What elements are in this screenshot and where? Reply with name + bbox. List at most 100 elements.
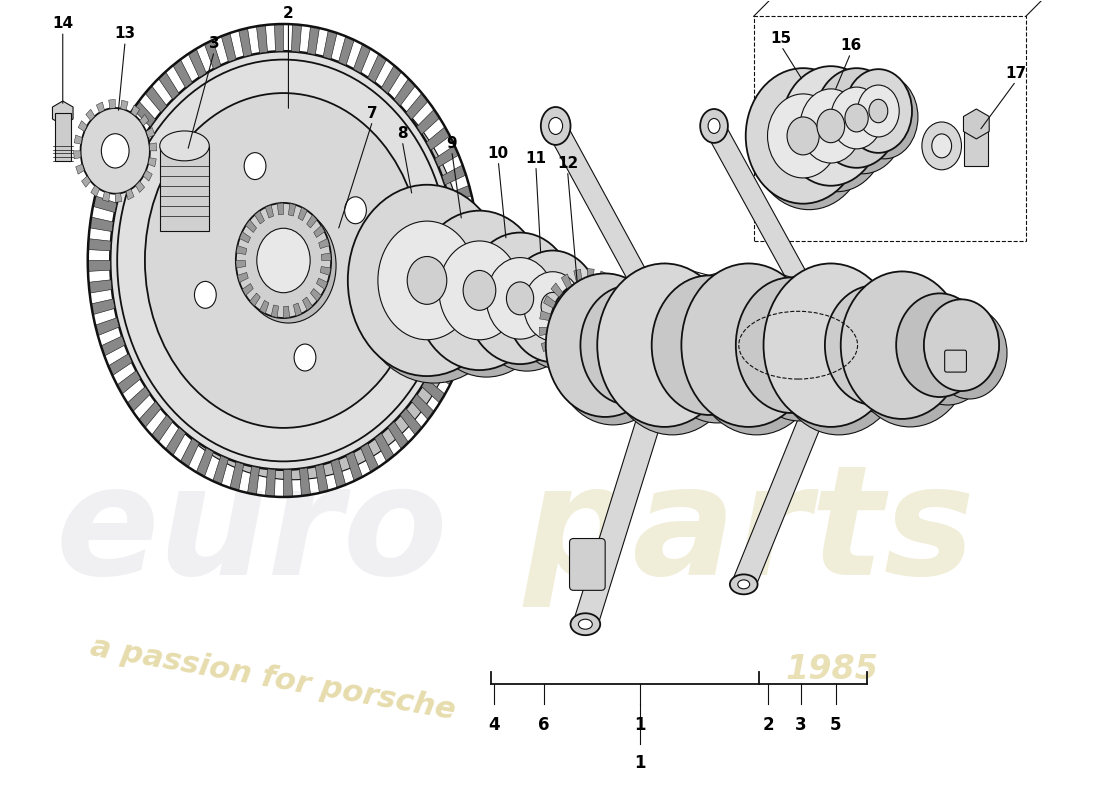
Text: 17: 17 (1005, 66, 1026, 81)
Ellipse shape (736, 278, 847, 413)
Polygon shape (140, 114, 148, 126)
Polygon shape (593, 371, 601, 386)
Polygon shape (104, 155, 129, 176)
Text: 5: 5 (830, 716, 842, 734)
Polygon shape (323, 30, 337, 59)
Ellipse shape (588, 294, 688, 413)
Polygon shape (260, 300, 268, 314)
Ellipse shape (605, 271, 740, 435)
Ellipse shape (145, 93, 422, 428)
Polygon shape (92, 196, 117, 213)
Ellipse shape (708, 118, 720, 134)
Ellipse shape (869, 99, 888, 122)
Ellipse shape (557, 288, 631, 380)
Polygon shape (616, 289, 628, 302)
Ellipse shape (800, 89, 861, 163)
Bar (965, 126, 988, 166)
Ellipse shape (579, 619, 592, 630)
Polygon shape (561, 274, 572, 289)
Polygon shape (152, 415, 173, 442)
Ellipse shape (439, 241, 520, 340)
Polygon shape (619, 346, 631, 359)
Polygon shape (101, 336, 125, 356)
Text: 11: 11 (526, 151, 547, 166)
Ellipse shape (473, 239, 582, 371)
Ellipse shape (120, 61, 466, 480)
Polygon shape (556, 362, 566, 377)
Polygon shape (139, 402, 161, 428)
Text: 1: 1 (634, 754, 646, 772)
Ellipse shape (815, 68, 898, 168)
Polygon shape (250, 293, 261, 306)
Polygon shape (539, 327, 550, 336)
Polygon shape (702, 126, 843, 338)
Ellipse shape (660, 283, 774, 423)
Polygon shape (574, 269, 582, 283)
Polygon shape (572, 370, 678, 624)
Text: 13: 13 (114, 26, 135, 42)
Polygon shape (317, 278, 328, 290)
Text: 6: 6 (538, 716, 550, 734)
Ellipse shape (788, 72, 887, 192)
Polygon shape (339, 36, 354, 66)
Polygon shape (265, 205, 274, 218)
Polygon shape (607, 278, 619, 293)
Polygon shape (375, 433, 394, 462)
Ellipse shape (896, 294, 983, 397)
Polygon shape (135, 181, 144, 193)
Polygon shape (254, 210, 264, 224)
Polygon shape (272, 305, 278, 318)
Polygon shape (238, 273, 249, 282)
Ellipse shape (506, 250, 600, 362)
Ellipse shape (550, 282, 625, 373)
Text: 4: 4 (488, 716, 501, 734)
Polygon shape (88, 261, 110, 271)
Polygon shape (612, 358, 624, 371)
Polygon shape (417, 110, 440, 134)
Polygon shape (165, 427, 186, 455)
Polygon shape (89, 217, 113, 231)
Polygon shape (108, 354, 132, 375)
Ellipse shape (858, 85, 899, 137)
Ellipse shape (571, 614, 601, 635)
Polygon shape (316, 464, 328, 493)
Ellipse shape (932, 307, 1006, 399)
Polygon shape (205, 40, 221, 69)
Ellipse shape (241, 208, 337, 323)
Ellipse shape (541, 107, 571, 145)
Polygon shape (442, 165, 466, 185)
Polygon shape (411, 394, 434, 420)
Polygon shape (277, 203, 284, 215)
Polygon shape (331, 459, 345, 488)
Ellipse shape (354, 192, 513, 383)
Polygon shape (173, 59, 192, 88)
Ellipse shape (781, 66, 880, 186)
Polygon shape (406, 94, 428, 119)
Ellipse shape (681, 263, 816, 427)
Polygon shape (307, 26, 319, 54)
Bar (55, 113, 70, 161)
Polygon shape (76, 164, 85, 174)
Polygon shape (89, 280, 112, 293)
Polygon shape (256, 25, 267, 54)
Ellipse shape (821, 74, 904, 174)
Ellipse shape (924, 299, 999, 391)
Polygon shape (128, 386, 151, 411)
Polygon shape (543, 295, 556, 308)
Polygon shape (102, 192, 110, 202)
Polygon shape (446, 327, 469, 346)
Polygon shape (133, 101, 155, 126)
Polygon shape (456, 270, 478, 282)
Ellipse shape (160, 131, 209, 161)
Ellipse shape (414, 210, 544, 370)
Polygon shape (453, 290, 477, 304)
Ellipse shape (597, 263, 732, 427)
Ellipse shape (701, 109, 728, 143)
Polygon shape (230, 462, 244, 490)
Polygon shape (53, 101, 73, 125)
Polygon shape (122, 118, 145, 142)
Polygon shape (112, 136, 136, 158)
Ellipse shape (465, 233, 574, 364)
Polygon shape (603, 366, 614, 381)
Polygon shape (450, 308, 474, 326)
